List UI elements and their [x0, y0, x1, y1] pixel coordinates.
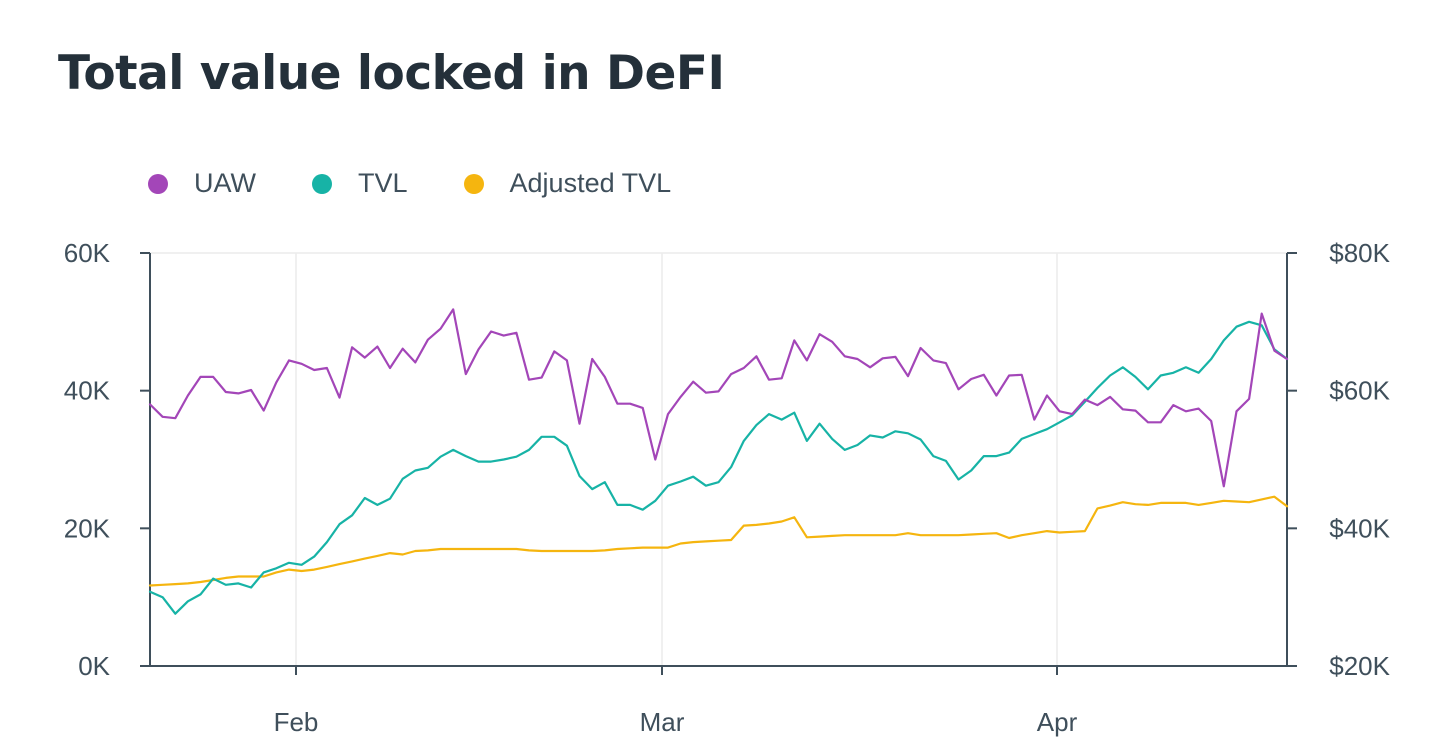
- legend-item-uaw[interactable]: UAW: [148, 168, 256, 199]
- tick-label-layer: Feb Mar Apr 0K 20K 40K 60K $20K $40K $60K $80K: [64, 238, 1391, 737]
- series-line-uaw[interactable]: [148, 308, 1289, 488]
- right-tick-label: $20K: [1329, 651, 1390, 681]
- left-tick-label: 40K: [64, 376, 111, 406]
- axis-layer: [140, 252, 1297, 675]
- grid-layer: [150, 252, 1287, 666]
- legend-dot-uaw: [148, 173, 168, 194]
- legend-item-adjusted-tvl[interactable]: Adjusted TVL: [463, 168, 672, 199]
- chart-legend: UAW TVL Adjusted TVL: [148, 168, 727, 199]
- left-tick-label: 60K: [64, 238, 111, 268]
- series-line-adjusted-tvl[interactable]: [148, 495, 1289, 587]
- legend-dot-adjusted-tvl: [463, 173, 484, 194]
- legend-item-tvl[interactable]: TVL: [312, 168, 408, 199]
- x-tick-label: Apr: [1037, 707, 1078, 737]
- chart-title: Total value locked in DeFI: [58, 46, 725, 101]
- right-tick-label: $80K: [1329, 238, 1390, 268]
- legend-dot-tvl: [312, 173, 332, 194]
- legend-label-uaw: UAW: [194, 168, 256, 198]
- right-tick-label: $40K: [1329, 513, 1390, 543]
- right-tick-label: $60K: [1329, 376, 1390, 406]
- x-tick-label: Feb: [274, 707, 319, 737]
- x-tick-label: Mar: [640, 707, 685, 737]
- series-line-tvl[interactable]: [148, 320, 1289, 615]
- legend-label-tvl: TVL: [358, 168, 408, 198]
- left-tick-label: 0K: [78, 651, 110, 681]
- left-tick-label: 20K: [64, 513, 111, 543]
- legend-label-adjusted-tvl: Adjusted TVL: [509, 168, 672, 198]
- series-layer: [148, 308, 1289, 615]
